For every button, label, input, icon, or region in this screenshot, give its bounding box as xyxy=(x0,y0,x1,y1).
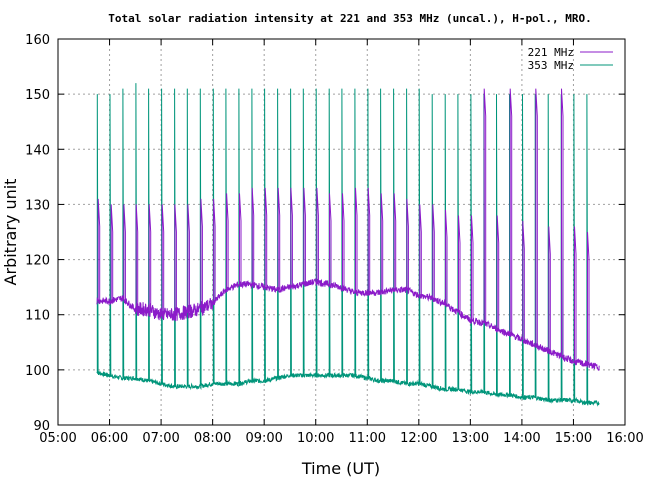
y-axis-label: Arbitrary unit xyxy=(1,179,20,286)
x-tick-label: 08:00 xyxy=(194,431,231,446)
x-tick-label: 14:00 xyxy=(503,431,540,446)
tick-marks xyxy=(57,38,626,426)
series-line-353mhz xyxy=(96,83,600,407)
y-tick-labels: 90 100 110 120 130 140 150 160 xyxy=(25,33,50,434)
y-tick-label: 140 xyxy=(25,143,50,158)
y-tick-label: 100 xyxy=(25,364,50,379)
x-tick-label: 07:00 xyxy=(142,431,179,446)
x-tick-label: 09:00 xyxy=(245,431,282,446)
y-tick-label: 90 xyxy=(33,419,50,434)
series-lines xyxy=(96,83,600,407)
x-tick-label: 13:00 xyxy=(452,431,489,446)
x-axis-label: Time (UT) xyxy=(301,459,380,478)
y-tick-label: 130 xyxy=(25,198,50,213)
chart-title: Total solar radiation intensity at 221 a… xyxy=(108,12,591,25)
y-tick-label: 120 xyxy=(25,254,50,269)
plot-frame xyxy=(57,38,626,426)
series-line-221mhz xyxy=(96,88,600,371)
x-tick-label: 16:00 xyxy=(606,431,643,446)
legend-label: 353 MHz xyxy=(528,59,574,72)
legend-label: 221 MHz xyxy=(528,46,574,59)
y-tick-label: 110 xyxy=(25,309,50,324)
y-tick-label: 150 xyxy=(25,88,50,103)
x-tick-label: 11:00 xyxy=(349,431,386,446)
x-tick-label: 12:00 xyxy=(400,431,437,446)
x-tick-label: 15:00 xyxy=(555,431,592,446)
x-tick-label: 10:00 xyxy=(297,431,334,446)
x-tick-label: 06:00 xyxy=(91,431,128,446)
x-tick-label: 05:00 xyxy=(39,431,76,446)
y-tick-label: 160 xyxy=(25,33,50,48)
x-tick-labels: 05:00 06:00 07:00 08:00 09:00 10:00 11:00 12:00… xyxy=(39,431,643,446)
